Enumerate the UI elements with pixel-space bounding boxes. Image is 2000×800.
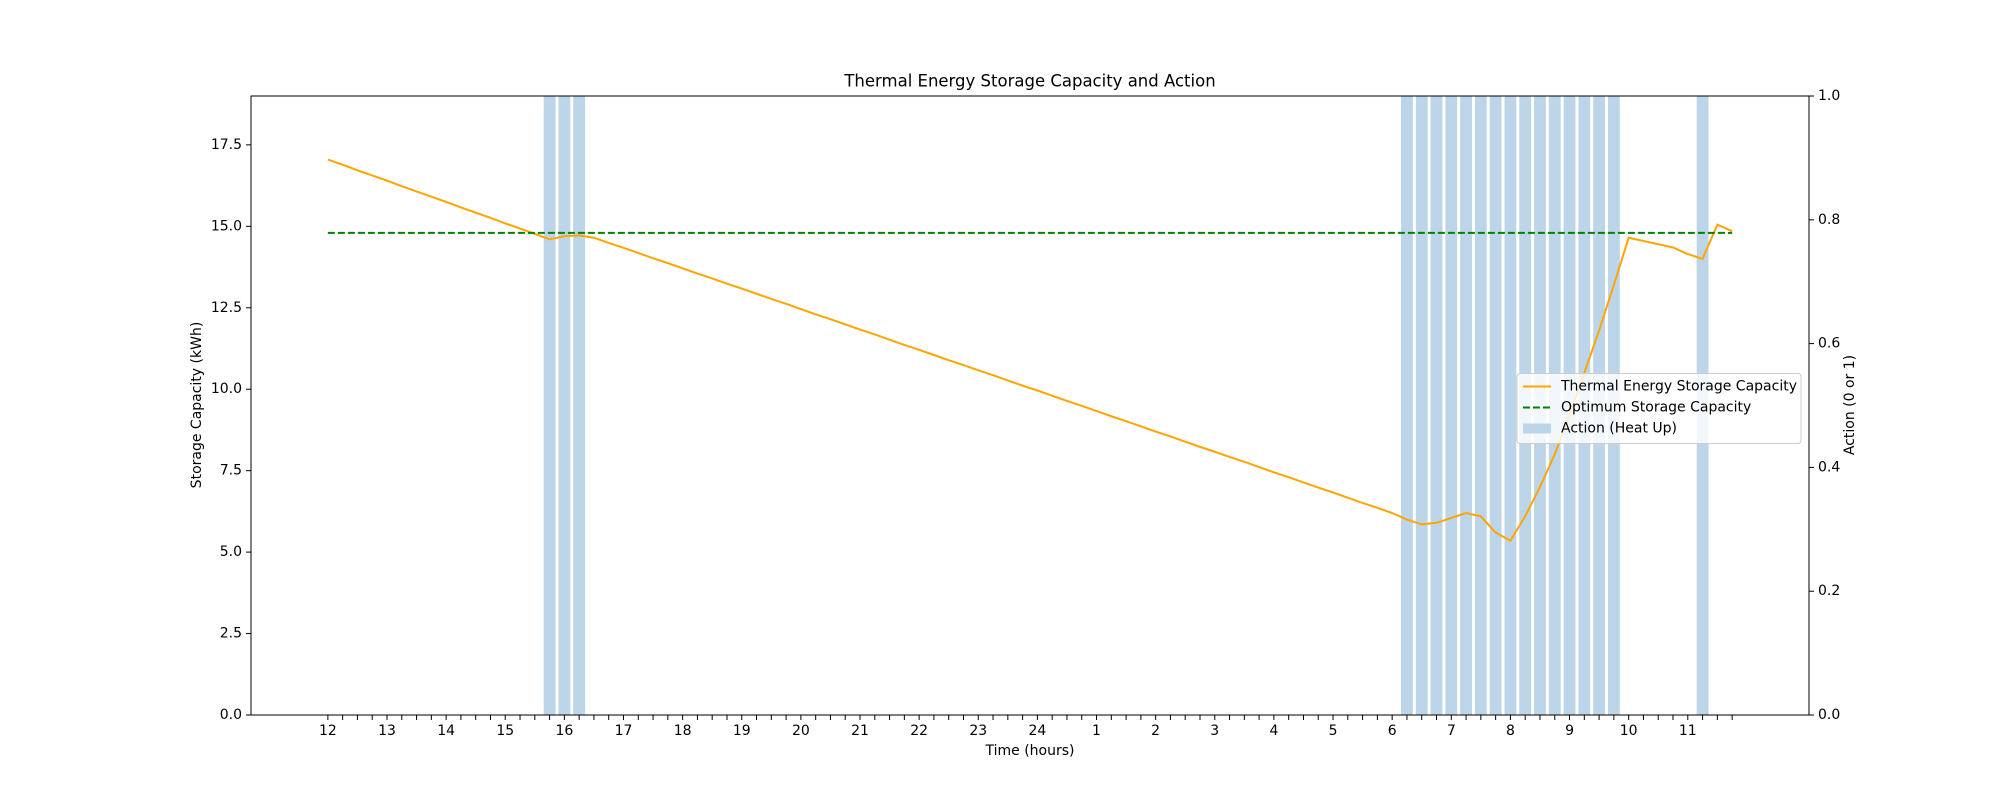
bar: [558, 96, 571, 715]
y2-tick-label: 0.2: [1818, 583, 1840, 599]
bar: [543, 96, 556, 715]
x-tick-label: 17: [615, 723, 633, 739]
y2-tick-label: 0.6: [1818, 336, 1840, 352]
x-tick-label: 1: [1092, 723, 1101, 739]
x-tick-label: 11: [1679, 723, 1697, 739]
y-tick-label: 7.5: [220, 463, 242, 479]
y-tick-label: 5.0: [220, 544, 242, 560]
legend-label: Optimum Storage Capacity: [1561, 400, 1751, 416]
bar: [1445, 96, 1458, 715]
y-tick-label: 17.5: [211, 137, 242, 153]
legend-label: Thermal Energy Storage Capacity: [1560, 379, 1797, 395]
x-tick-label: 12: [319, 723, 337, 739]
legend-swatch: [1523, 423, 1551, 434]
x-tick-label: 22: [910, 723, 928, 739]
x-tick-label: 4: [1269, 723, 1278, 739]
y-tick-label: 15.0: [211, 218, 242, 234]
x-tick-label: 9: [1565, 723, 1574, 739]
x-tick-label: 2: [1151, 723, 1160, 739]
plot-frame: [250, 95, 1810, 716]
x-tick-label: 16: [555, 723, 573, 739]
x-axis-label: Time (hours): [985, 743, 1075, 759]
x-tick-label: 5: [1329, 723, 1338, 739]
y2-tick-label: 0.4: [1818, 459, 1840, 475]
bar: [1489, 96, 1502, 715]
y2-axis-label: Action (0 or 1): [1842, 355, 1858, 455]
legend-label: Action (Heat Up): [1561, 421, 1677, 437]
line-series: [327, 158, 1733, 543]
bar: [1415, 96, 1428, 715]
x-tick-label: 10: [1620, 723, 1638, 739]
bar: [1474, 96, 1487, 715]
bar: [1504, 96, 1517, 715]
x-tick-label: 24: [1028, 723, 1046, 739]
x-tick-label: 18: [674, 723, 692, 739]
line-layer: [327, 158, 1733, 543]
chart-title: Thermal Energy Storage Capacity and Acti…: [843, 72, 1215, 91]
y-tick-label: 2.5: [220, 626, 242, 642]
y-tick-label: 12.5: [211, 300, 242, 316]
legend-box: [1516, 373, 1802, 444]
x-tick-label: 21: [851, 723, 869, 739]
x-tick-label: 7: [1447, 723, 1456, 739]
bar: [1430, 96, 1443, 715]
x-tick-label: 23: [969, 723, 987, 739]
x-tick-label: 3: [1210, 723, 1219, 739]
x-tick-label: 19: [733, 723, 751, 739]
x-tick-label: 8: [1506, 723, 1515, 739]
x-tick-label: 20: [792, 723, 810, 739]
x-tick-label: 13: [378, 723, 396, 739]
legend: Thermal Energy Storage Capacity Optimum S…: [1516, 373, 1802, 444]
y-axis-label: Storage Capacity (kWh): [189, 322, 205, 489]
y-tick-label: 10.0: [211, 381, 242, 397]
y-tick-label: 0.0: [220, 707, 242, 723]
y2-tick-label: 1.0: [1818, 88, 1840, 104]
bar: [1460, 96, 1472, 715]
x-tick-label: 15: [496, 723, 514, 739]
x-tick-label: 14: [437, 723, 455, 739]
bar: [1401, 96, 1413, 715]
bar: [573, 96, 586, 715]
y2-tick-label: 0.8: [1818, 212, 1840, 228]
y2-tick-label: 0.0: [1818, 707, 1840, 723]
x-tick-label: 6: [1388, 723, 1397, 739]
